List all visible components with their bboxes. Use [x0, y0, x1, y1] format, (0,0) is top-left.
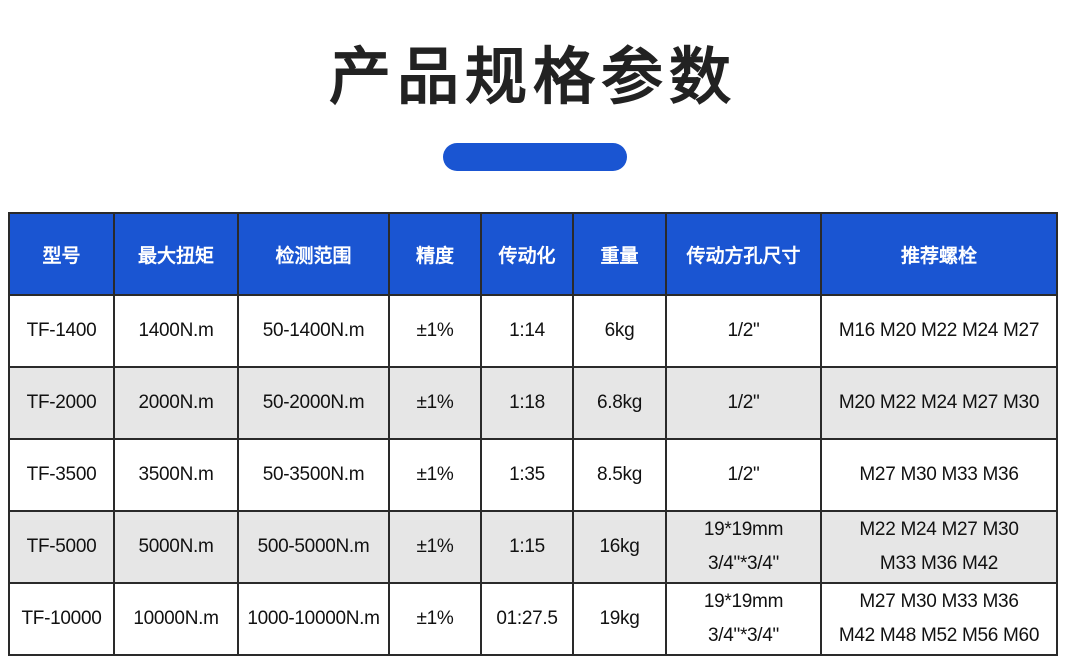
table-cell: 5000N.m [113, 510, 239, 584]
column-header: 最大扭矩 [113, 212, 239, 296]
column-header: 重量 [572, 212, 667, 296]
table-cell: 50-3500N.m [237, 438, 390, 512]
table-cell: ±1% [388, 510, 482, 584]
table-cell: ±1% [388, 366, 482, 440]
table-cell: 500-5000N.m [237, 510, 390, 584]
table-row: TF-2000 2000N.m 50-2000N.m ±1% 1:18 6.8kg 1/2"… [8, 366, 1058, 440]
header-row: 型号 最大扭矩 检测范围 精度 传动化 重量 传动方孔尺寸 推荐螺栓 [8, 212, 1058, 296]
table-cell: 19kg [572, 582, 667, 656]
table-cell: 8.5kg [572, 438, 667, 512]
table-cell: 6kg [572, 294, 667, 368]
table-cell: ±1% [388, 582, 482, 656]
table-cell: TF-10000 [8, 582, 115, 656]
table-cell: TF-3500 [8, 438, 115, 512]
column-header: 传动化 [480, 212, 574, 296]
table-cell: 16kg [572, 510, 667, 584]
table-cell: 3500N.m [113, 438, 239, 512]
table-cell: 1:18 [480, 366, 574, 440]
table-cell: 6.8kg [572, 366, 667, 440]
column-header: 传动方孔尺寸 [665, 212, 822, 296]
column-header: 推荐螺栓 [820, 212, 1058, 296]
table-row: TF-1400 1400N.m 50-1400N.m ±1% 1:14 6kg 1/2" M1… [8, 294, 1058, 368]
table-cell: 1/2" [665, 438, 822, 512]
page-title: 产品规格参数 [328, 43, 737, 112]
table-cell: 19*19mm 3/4"*3/4" [665, 582, 822, 656]
table-cell: 10000N.m [113, 582, 239, 656]
table-cell: TF-5000 [8, 510, 115, 584]
table-cell: ±1% [388, 438, 482, 512]
table-cell: M27 M30 M33 M36 [820, 438, 1058, 512]
column-header: 检测范围 [237, 212, 390, 296]
table-cell: 2000N.m [113, 366, 239, 440]
table-row: TF-5000 5000N.m 500-5000N.m ±1% 1:15 16kg 19*1… [8, 510, 1058, 584]
spec-table: 型号 最大扭矩 检测范围 精度 传动化 重量 传动方孔尺寸 推荐螺栓 TF-1400 1400N… [8, 212, 1058, 656]
title-decoration [443, 143, 627, 171]
table-row: TF-10000 10000N.m 1000-10000N.m ±1% 01:27.5 1… [8, 582, 1058, 656]
table-body: TF-1400 1400N.m 50-1400N.m ±1% 1:14 6kg 1/2" M1… [8, 294, 1058, 656]
table-cell: 1:14 [480, 294, 574, 368]
table-row: TF-3500 3500N.m 50-3500N.m ±1% 1:35 8.5kg 1/2"… [8, 438, 1058, 512]
table-cell: 50-1400N.m [237, 294, 390, 368]
table-cell: 1:15 [480, 510, 574, 584]
column-header: 精度 [388, 212, 482, 296]
table-cell: M16 M20 M22 M24 M27 [820, 294, 1058, 368]
table-cell: ±1% [388, 294, 482, 368]
table-cell: 50-2000N.m [237, 366, 390, 440]
table-cell: TF-1400 [8, 294, 115, 368]
table-cell: 1400N.m [113, 294, 239, 368]
table-cell: M27 M30 M33 M36 M42 M48 M52 M56 M60 [820, 582, 1058, 656]
table-cell: 01:27.5 [480, 582, 574, 656]
table-cell: 1/2" [665, 294, 822, 368]
table-cell: 1/2" [665, 366, 822, 440]
table-cell: M20 M22 M24 M27 M30 [820, 366, 1058, 440]
table-cell: M22 M24 M27 M30 M33 M36 M42 [820, 510, 1058, 584]
table-cell: 1:35 [480, 438, 574, 512]
table-cell: 1000-10000N.m [237, 582, 390, 656]
table-cell: 19*19mm 3/4"*3/4" [665, 510, 822, 584]
column-header: 型号 [8, 212, 115, 296]
table-cell: TF-2000 [8, 366, 115, 440]
